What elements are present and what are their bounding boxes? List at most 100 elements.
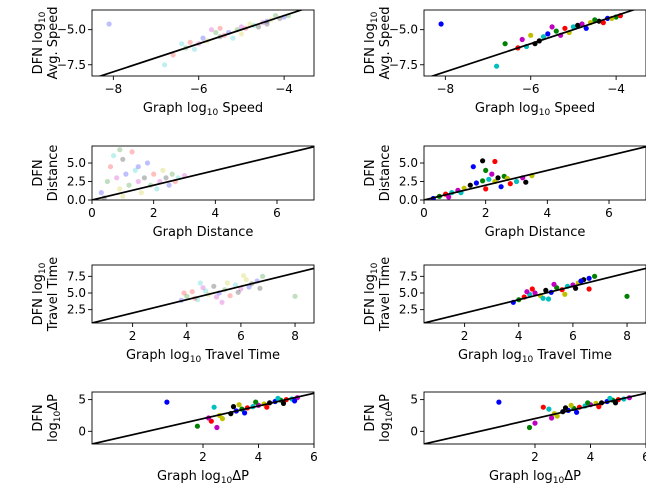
y-tick-label: −5.0	[57, 23, 86, 37]
data-point	[545, 296, 552, 302]
axes-frame	[91, 145, 315, 201]
data-point	[135, 164, 141, 170]
data-point	[253, 399, 259, 405]
y-tick-label: −7.5	[57, 58, 86, 72]
data-point	[126, 182, 132, 188]
y-axis-label: DFN log10	[31, 262, 48, 325]
y-tick-label: 5.0	[399, 156, 418, 170]
x-axis-label: Graph log10 Speed	[475, 101, 595, 118]
axes-frame	[423, 264, 646, 324]
y-axis-label: Distance	[378, 145, 393, 202]
x-tick-label: 6	[605, 206, 613, 220]
data-point	[257, 285, 263, 291]
data-point	[570, 24, 577, 30]
data-point	[179, 41, 185, 47]
identity-line	[429, 10, 636, 76]
data-point	[189, 289, 195, 295]
y-tick-label: 5.0	[67, 156, 86, 170]
data-point	[526, 424, 533, 431]
data-point	[160, 167, 166, 173]
data-point	[438, 21, 444, 27]
identity-line	[92, 267, 314, 323]
data-point	[104, 178, 110, 185]
data-point	[592, 273, 598, 279]
x-axis-label: Graph log10 Travel Time	[458, 348, 612, 365]
data-point	[607, 395, 613, 401]
y-tick-label: 7.5	[67, 269, 86, 283]
x-tick-label: 2	[461, 329, 469, 343]
data-point	[107, 164, 114, 170]
x-tick-label: 4	[255, 450, 263, 464]
data-point	[568, 402, 574, 408]
data-point	[187, 39, 193, 45]
data-point	[195, 297, 201, 303]
x-axis-label: Graph log10ΔP	[489, 469, 581, 486]
scatter-panel-4: 0 2 4 6 0.0 2.5 5.0 Graph Distance DFN Distance	[363, 145, 646, 240]
x-tick-label: 6	[569, 329, 577, 343]
data-point	[117, 186, 123, 192]
data-point	[132, 167, 138, 173]
axes-frame	[91, 9, 315, 77]
data-point	[586, 286, 592, 292]
data-point	[211, 283, 217, 289]
y-tick-label: 2.5	[399, 175, 418, 189]
x-tick-label: 4	[544, 206, 552, 220]
data-point	[164, 399, 170, 405]
axes-frame	[91, 264, 315, 324]
x-tick-label: 8	[623, 329, 631, 343]
data-point	[507, 181, 513, 187]
data-point	[562, 25, 568, 31]
x-tick-label: −4	[275, 82, 293, 96]
data-point	[191, 46, 198, 52]
x-tick-label: 2	[199, 450, 207, 464]
y-axis-label: DFN	[31, 404, 46, 431]
data-point	[241, 273, 247, 279]
y-tick-label: 0	[410, 424, 418, 438]
y-tick-label: 2.5	[399, 303, 418, 317]
data-point	[213, 29, 219, 36]
data-point	[553, 28, 559, 34]
data-point	[583, 25, 589, 31]
data-point	[292, 293, 298, 299]
data-point	[480, 178, 486, 184]
y-axis-label: DFN	[31, 159, 46, 186]
data-point	[181, 290, 187, 296]
data-point	[120, 156, 126, 162]
data-point	[492, 158, 498, 165]
y-axis-label: DFN	[363, 404, 378, 431]
y-tick-label: 0.0	[399, 193, 418, 207]
y-axis-label: log10ΔP	[46, 394, 63, 442]
scatter-panel-2: −8 −6 −4 −7.5 −5.0 Graph log10 Speed DFN log10…	[363, 6, 646, 118]
y-tick-label: 2.5	[67, 303, 86, 317]
data-point	[170, 52, 176, 58]
data-point	[238, 24, 244, 30]
identity-line	[424, 392, 646, 444]
data-point	[280, 400, 287, 406]
x-tick-label: 6	[237, 329, 245, 343]
y-tick-label: −7.5	[389, 58, 418, 72]
data-point	[238, 286, 244, 292]
data-point	[574, 409, 580, 415]
data-point	[200, 35, 206, 41]
data-point	[194, 423, 200, 429]
data-point	[154, 186, 160, 192]
data-point	[545, 31, 551, 37]
x-axis-label: Graph log10 Travel Time	[126, 348, 280, 365]
identity-line	[424, 267, 646, 323]
data-point	[483, 167, 489, 173]
data-point	[470, 164, 476, 170]
data-point	[106, 21, 112, 27]
data-point	[224, 280, 230, 286]
data-point	[208, 27, 215, 33]
data-point	[578, 278, 584, 284]
data-point	[586, 275, 592, 281]
data-point	[120, 193, 126, 199]
data-point	[524, 289, 530, 295]
data-point	[246, 284, 252, 290]
data-point	[532, 420, 538, 426]
data-point	[498, 184, 504, 190]
y-tick-label: 5.0	[399, 286, 418, 300]
